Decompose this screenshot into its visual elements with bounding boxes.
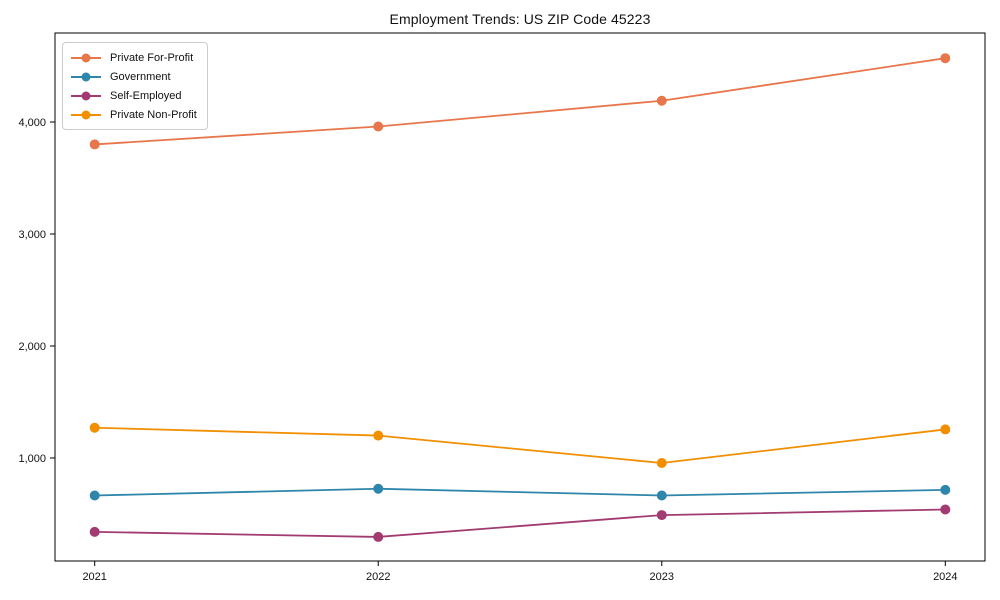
series-private-for-profit: [89, 53, 951, 150]
y-tick-label: 3,000: [18, 229, 46, 241]
data-point-marker: [656, 458, 667, 469]
data-point-marker: [89, 490, 100, 501]
legend-item-self-employed: Self-Employed: [71, 88, 197, 103]
data-point-marker: [940, 424, 951, 435]
data-point-marker: [940, 53, 951, 64]
x-axis: 2021 2022 2023 2024: [82, 561, 958, 583]
legend: Private For-Profit Government Self-Emplo…: [62, 42, 208, 130]
series-government: [89, 483, 951, 501]
y-tick-label: 2,000: [18, 341, 46, 353]
line-marker-icon: [71, 90, 101, 101]
legend-item-government: Government: [71, 69, 197, 84]
line-marker-icon: [71, 52, 101, 63]
y-axis: 1,000 2,000 3,000 4,000: [18, 117, 55, 465]
chart-title: Employment Trends: US ZIP Code 45223: [389, 11, 651, 27]
data-point-marker: [656, 510, 667, 521]
x-tick-label: 2024: [933, 571, 957, 583]
legend-item-private-non-profit: Private Non-Profit: [71, 107, 197, 122]
plot-frame: [54, 32, 986, 562]
legend-label: Government: [110, 70, 171, 83]
legend-label: Private For-Profit: [110, 51, 194, 64]
data-point-marker: [373, 121, 384, 132]
data-point-marker: [656, 490, 667, 501]
legend-label: Self-Employed: [110, 89, 182, 102]
data-point-marker: [940, 484, 951, 495]
y-tick-label: 4,000: [18, 117, 46, 129]
line-marker-icon: [71, 109, 101, 120]
series-line: [93, 508, 947, 538]
legend-item-private-for-profit: Private For-Profit: [71, 50, 197, 65]
series-line: [93, 57, 947, 146]
data-point-marker: [373, 430, 384, 441]
series-self-employed: [89, 504, 951, 542]
data-point-marker: [89, 139, 100, 150]
series-line: [93, 426, 947, 464]
data-point-marker: [89, 422, 100, 433]
legend-label: Private Non-Profit: [110, 108, 197, 121]
data-point-marker: [940, 504, 951, 515]
line-marker-icon: [71, 71, 101, 82]
x-tick-label: 2022: [366, 571, 390, 583]
data-point-marker: [373, 483, 384, 494]
x-tick-label: 2021: [82, 571, 106, 583]
data-point-marker: [89, 526, 100, 537]
data-point-marker: [656, 95, 667, 106]
series-line: [93, 487, 947, 497]
y-tick-label: 1,000: [18, 453, 46, 465]
data-point-marker: [373, 531, 384, 542]
series-private-non-profit: [89, 422, 951, 469]
x-tick-label: 2023: [650, 571, 674, 583]
